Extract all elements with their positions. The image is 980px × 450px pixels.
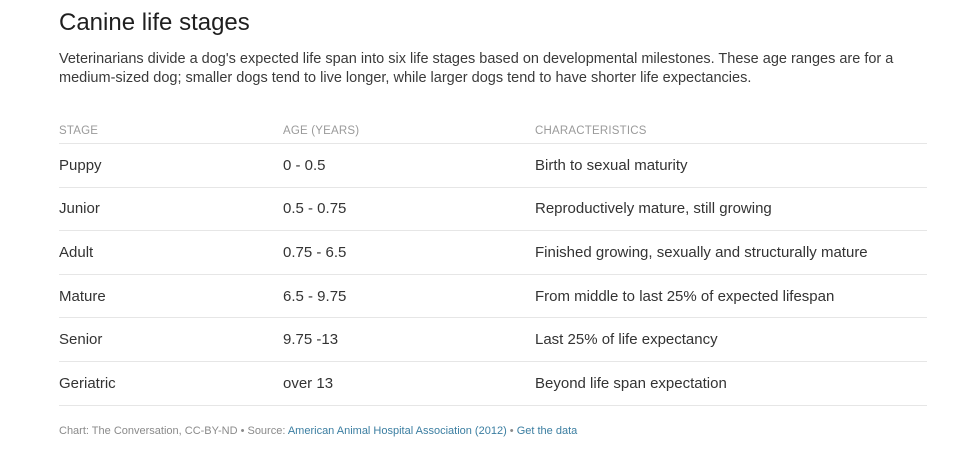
characteristics-cell: From middle to last 25% of expected life…	[535, 287, 835, 305]
characteristics-cell: Finished growing, sexually and structura…	[535, 243, 868, 261]
age-cell: 0 - 0.5	[283, 156, 326, 174]
characteristics-cell: Beyond life span expectation	[535, 374, 727, 392]
table-row: Adult 0.75 - 6.5 Finished growing, sexua…	[59, 231, 927, 275]
stage-cell: Adult	[59, 243, 94, 261]
age-cell: 0.75 - 6.5	[283, 243, 347, 261]
page-title: Canine life stages	[59, 9, 250, 36]
age-cell: 6.5 - 9.75	[283, 287, 347, 305]
stage-cell: Geriatric	[59, 374, 116, 392]
table-row: Junior 0.5 - 0.75 Reproductively mature,…	[59, 188, 927, 232]
table-row: Geriatric over 13 Beyond life span expec…	[59, 362, 927, 406]
stage-cell: Puppy	[59, 156, 102, 174]
characteristics-cell: Last 25% of life expectancy	[535, 331, 718, 349]
table-row: Senior 9.75 -13 Last 25% of life expecta…	[59, 318, 927, 362]
age-cell: 0.5 - 0.75	[283, 200, 347, 218]
description: Veterinarians divide a dog's expected li…	[59, 51, 894, 86]
footer-credits: Chart: The Conversation, CC-BY-ND • Sour…	[59, 425, 577, 437]
column-header-stage: STAGE	[59, 124, 99, 137]
get-data-link[interactable]: Get the data	[516, 425, 578, 437]
credit-text: Chart: The Conversation, CC-BY-ND	[59, 425, 238, 437]
source-link[interactable]: American Animal Hospital Association (20…	[287, 425, 507, 437]
source-separator: • Source:	[237, 425, 288, 437]
stage-cell: Mature	[59, 287, 106, 305]
table-row: Mature 6.5 - 9.75 From middle to last 25…	[59, 275, 927, 319]
characteristics-cell: Reproductively mature, still growing	[535, 200, 772, 218]
stage-cell: Junior	[59, 200, 100, 218]
link-separator: •	[506, 425, 517, 437]
stage-cell: Senior	[59, 331, 103, 349]
characteristics-cell: Birth to sexual maturity	[535, 156, 688, 174]
age-cell: over 13	[283, 374, 334, 392]
table-row: Puppy 0 - 0.5 Birth to sexual maturity	[59, 144, 927, 188]
life-stages-table: STAGE AGE (YEARS) CHARACTERISTICS Puppy …	[59, 118, 927, 406]
age-cell: 9.75 -13	[283, 331, 339, 349]
column-header-age: AGE (YEARS)	[283, 124, 360, 137]
table-header-row: STAGE AGE (YEARS) CHARACTERISTICS	[59, 118, 927, 144]
column-header-characteristics: CHARACTERISTICS	[535, 124, 647, 137]
